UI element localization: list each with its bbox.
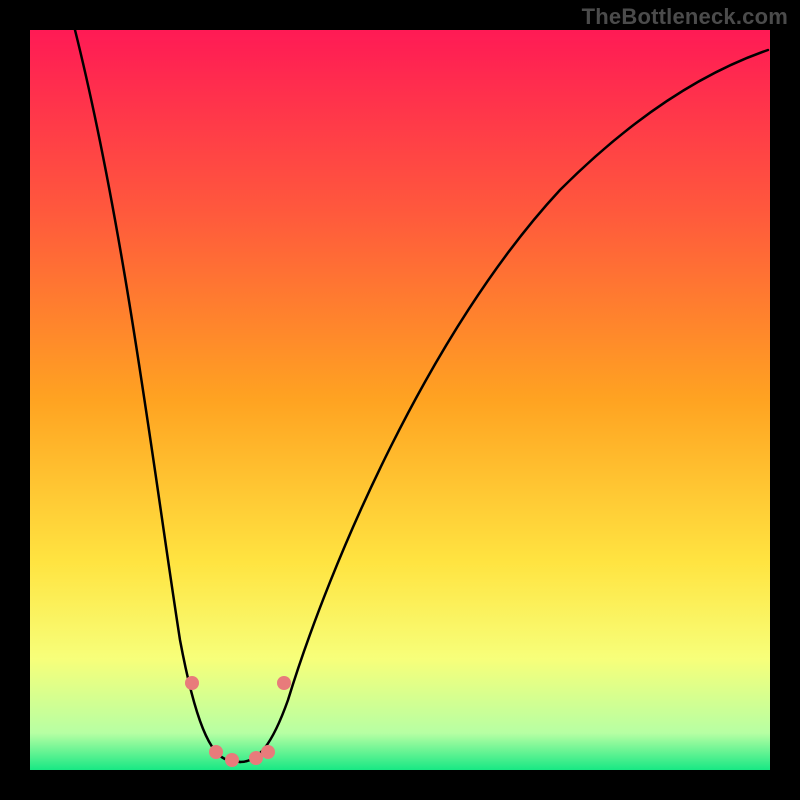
gradient-panel <box>30 30 770 770</box>
chart-container: TheBottleneck.com <box>0 0 800 800</box>
watermark-text: TheBottleneck.com <box>582 4 788 30</box>
